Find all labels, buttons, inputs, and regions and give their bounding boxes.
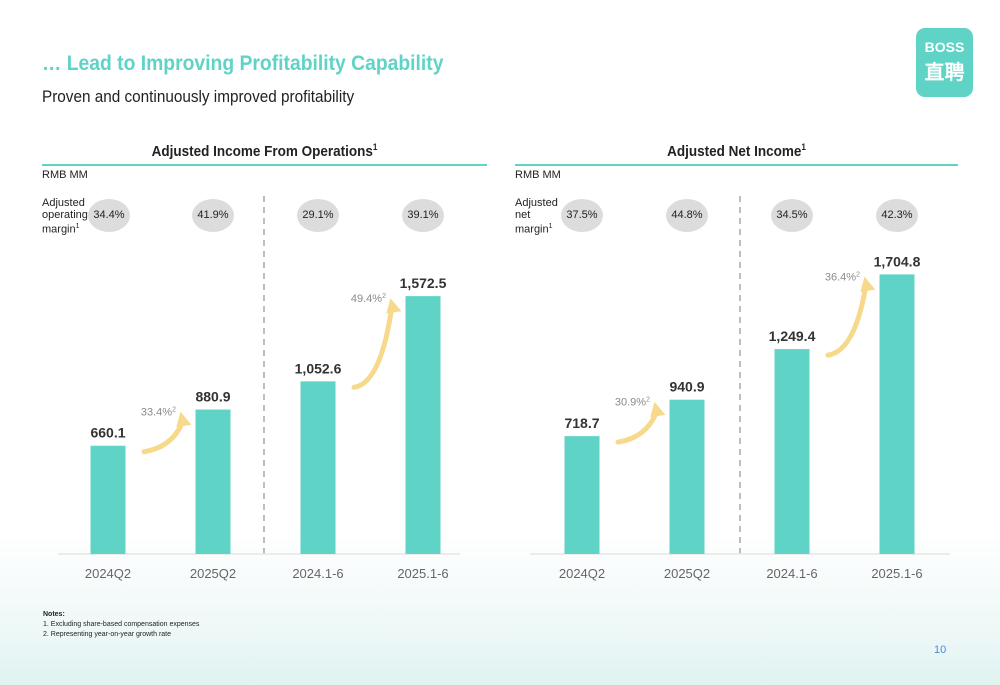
notes-heading: Notes: bbox=[43, 611, 65, 618]
page-title: … Lead to Improving Profitability Capabi… bbox=[42, 52, 444, 75]
note-1: 1. Excluding share-based compensation ex… bbox=[43, 621, 200, 628]
note-2: 2. Representing year-on-year growth rate bbox=[43, 631, 172, 638]
bar bbox=[90, 445, 126, 554]
bar bbox=[300, 381, 336, 554]
growth-arrow-head bbox=[860, 276, 876, 292]
margin-label-operations-sup: 1 bbox=[75, 223, 80, 230]
chart-title-net-income: Adjusted Net Income1 bbox=[537, 142, 936, 160]
footnotes: Notes: 1. Excluding share-based compensa… bbox=[43, 610, 199, 640]
bar bbox=[879, 274, 915, 554]
margin-label-net-income: Adjusted net margin1 bbox=[515, 197, 558, 236]
chart-title-underline-operations bbox=[42, 164, 487, 166]
margin-pill: 34.4% bbox=[88, 199, 130, 232]
margin-pill: 39.1% bbox=[402, 199, 444, 232]
bar bbox=[669, 399, 705, 554]
logo-line1: BOSS bbox=[924, 39, 965, 55]
x-tick-label: 2025Q2 bbox=[190, 566, 236, 581]
growth-arrow bbox=[615, 413, 658, 445]
margin-pill: 34.5% bbox=[771, 199, 813, 232]
growth-label: 30.9%2 bbox=[615, 397, 650, 409]
x-tick-label: 2025.1-6 bbox=[397, 566, 448, 581]
growth-arrow-head bbox=[176, 411, 192, 427]
bar-value-label: 1,572.5 bbox=[400, 275, 447, 291]
x-tick-label: 2024Q2 bbox=[559, 566, 605, 581]
chart-title-underline-net-income bbox=[515, 164, 958, 166]
chart-title-operations-sup: 1 bbox=[372, 142, 378, 152]
x-tick-label: 2025.1-6 bbox=[871, 566, 922, 581]
bar-value-label: 660.1 bbox=[90, 425, 125, 441]
chart-title-operations: Adjusted Income From Operations1 bbox=[64, 142, 465, 160]
bar-value-label: 940.9 bbox=[669, 379, 704, 395]
logo-line2: 直聘 bbox=[924, 62, 965, 84]
bar bbox=[195, 409, 231, 554]
boss-zhipin-logo: BOSS 直聘 bbox=[916, 28, 973, 97]
chart-title-net-income-text: Adjusted Net Income bbox=[667, 143, 802, 160]
growth-label: 36.4%2 bbox=[825, 271, 860, 283]
x-tick-label: 2024.1-6 bbox=[292, 566, 343, 581]
unit-label-operations: RMB MM bbox=[42, 169, 88, 181]
margin-label-operations-text: Adjusted operating margin bbox=[42, 197, 88, 236]
margin-label-operations: Adjusted operating margin1 bbox=[42, 197, 88, 236]
chart-title-net-income-sup: 1 bbox=[801, 142, 806, 152]
bar-value-label: 718.7 bbox=[564, 415, 599, 431]
x-tick-label: 2024Q2 bbox=[85, 566, 131, 581]
margin-pill: 37.5% bbox=[561, 199, 603, 232]
margin-label-net-income-text: Adjusted net margin bbox=[515, 197, 558, 236]
bar-value-label: 1,704.8 bbox=[874, 253, 921, 269]
page-number: 10 bbox=[934, 644, 947, 656]
bar-value-label: 880.9 bbox=[195, 389, 230, 405]
growth-arrow-head bbox=[650, 401, 666, 418]
page-subtitle: Proven and continuously improved profita… bbox=[42, 87, 355, 106]
bar-value-label: 1,052.6 bbox=[295, 360, 342, 376]
growth-label: 49.4%2 bbox=[351, 293, 386, 305]
growth-arrow bbox=[351, 309, 394, 390]
margin-pill: 42.3% bbox=[876, 199, 918, 232]
growth-label: 33.4%2 bbox=[141, 407, 176, 419]
bar bbox=[564, 436, 600, 554]
margin-pill: 29.1% bbox=[297, 199, 339, 232]
unit-label-net-income: RMB MM bbox=[515, 169, 561, 181]
margin-pill: 41.9% bbox=[192, 199, 234, 232]
growth-arrow-head bbox=[386, 298, 402, 314]
growth-arrow bbox=[141, 423, 184, 455]
growth-arrow bbox=[825, 287, 868, 358]
bar bbox=[405, 296, 441, 554]
margin-pill: 44.8% bbox=[666, 199, 708, 232]
bar-value-label: 1,249.4 bbox=[769, 328, 816, 344]
x-tick-label: 2025Q2 bbox=[664, 566, 710, 581]
chart-title-operations-text: Adjusted Income From Operations bbox=[151, 143, 373, 160]
x-tick-label: 2024.1-6 bbox=[766, 566, 817, 581]
margin-label-net-income-sup: 1 bbox=[548, 223, 553, 230]
bar bbox=[774, 349, 810, 554]
